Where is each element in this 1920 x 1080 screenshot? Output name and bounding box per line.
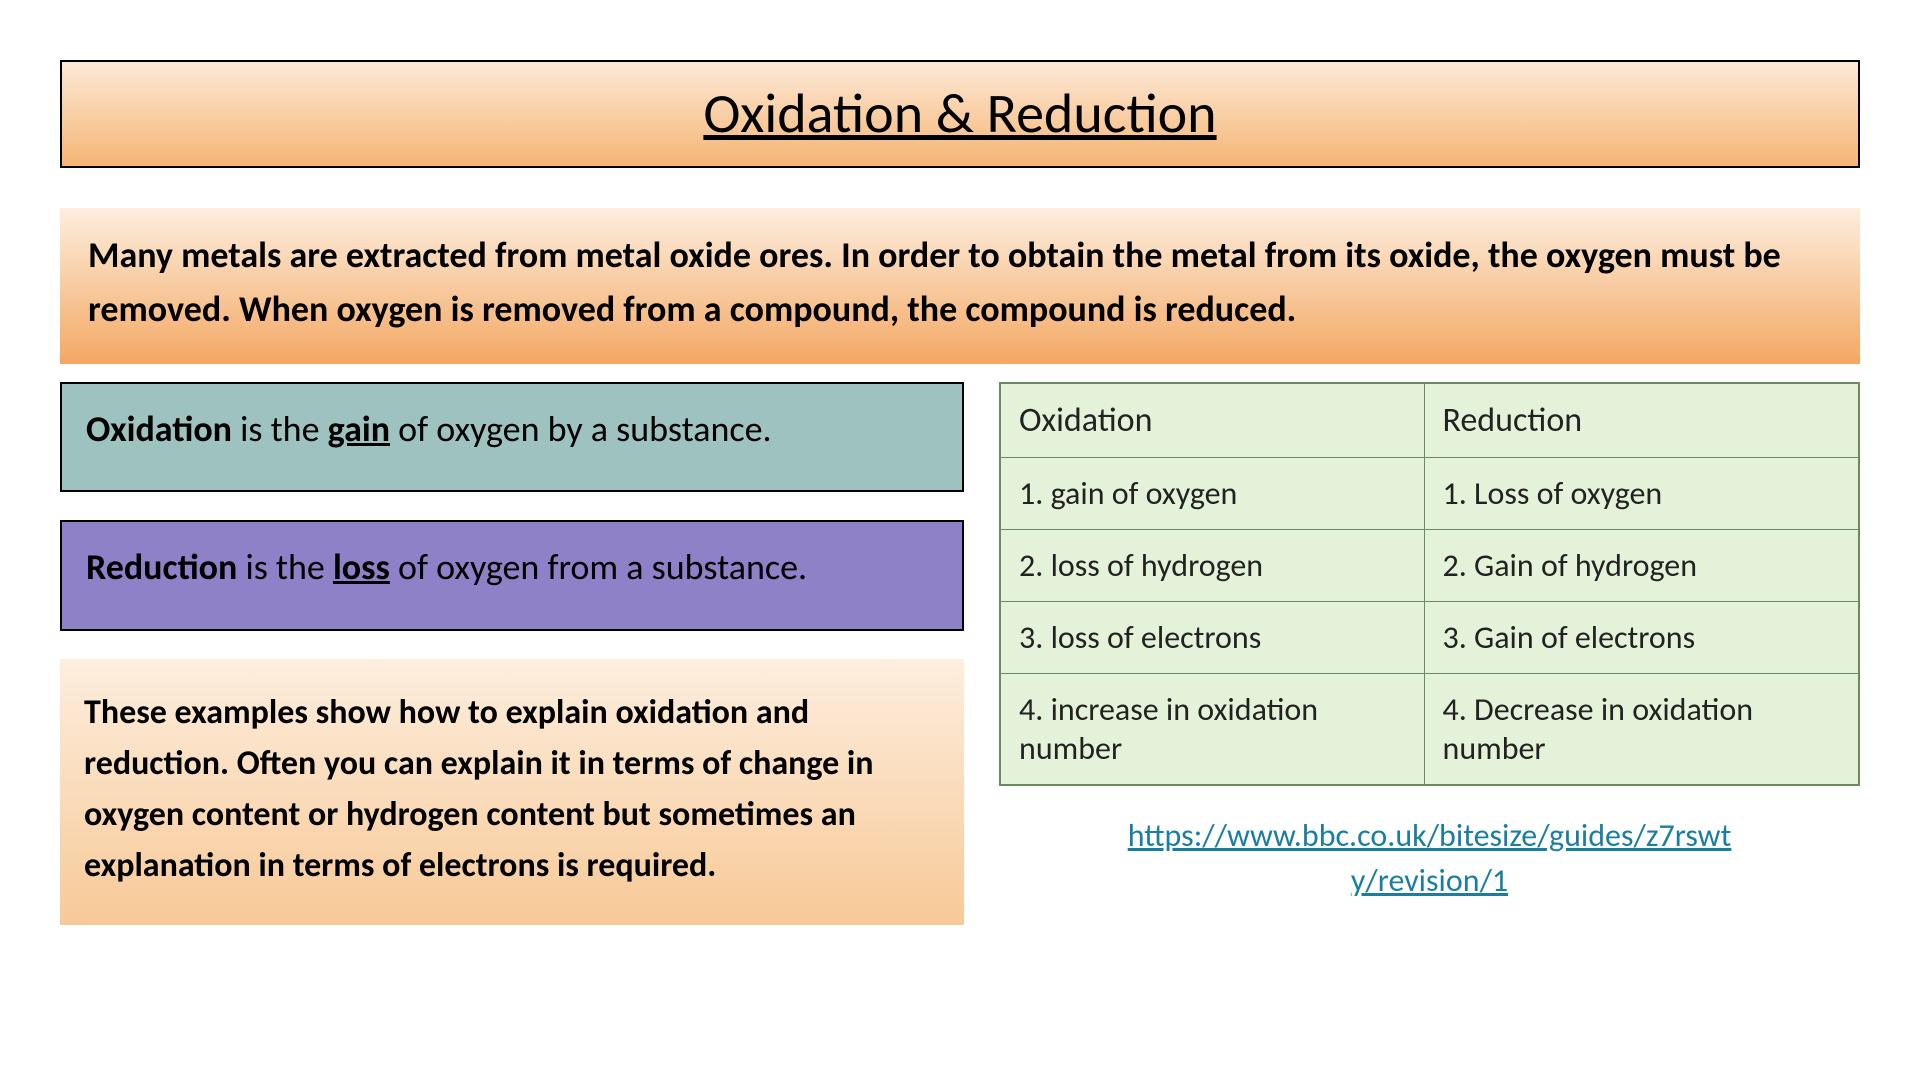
left-column: Oxidation is the gain of oxygen by a sub…	[60, 382, 964, 925]
reduction-definition-box: Reduction is the loss of oxygen from a s…	[60, 520, 964, 630]
intro-box: Many metals are extracted from metal oxi…	[60, 208, 1860, 364]
oxidation-mid1: is the	[232, 407, 328, 451]
table-header-reduction: Reduction	[1424, 383, 1859, 458]
examples-box: These examples show how to explain oxida…	[60, 659, 964, 925]
table-row: 3. loss of electrons 3. Gain of electron…	[1000, 602, 1859, 674]
table-header-row: Oxidation Reduction	[1000, 383, 1859, 458]
table-cell: 4. Decrease in oxidation number	[1424, 674, 1859, 786]
link-line2: y/revision/1	[1351, 861, 1508, 900]
table-cell: 2. loss of hydrogen	[1000, 530, 1424, 602]
intro-text: Many metals are extracted from metal oxi…	[88, 228, 1832, 336]
oxidation-definition-box: Oxidation is the gain of oxygen by a sub…	[60, 382, 964, 492]
comparison-table: Oxidation Reduction 1. gain of oxygen 1.…	[999, 382, 1860, 786]
examples-text: These examples show how to explain oxida…	[84, 687, 940, 891]
oxidation-keyword: gain	[328, 407, 390, 451]
right-column: Oxidation Reduction 1. gain of oxygen 1.…	[999, 382, 1860, 925]
oxidation-term: Oxidation	[86, 407, 232, 451]
table-header-oxidation: Oxidation	[1000, 383, 1424, 458]
table-cell: 3. loss of electrons	[1000, 602, 1424, 674]
table-cell: 2. Gain of hydrogen	[1424, 530, 1859, 602]
table-cell: 1. Loss of oxygen	[1424, 458, 1859, 530]
reduction-mid1: is the	[237, 545, 333, 589]
title-box: Oxidation & Reduction	[60, 60, 1860, 168]
reduction-keyword: loss	[333, 545, 390, 589]
table-row: 4. increase in oxidation number 4. Decre…	[1000, 674, 1859, 786]
reduction-mid2: of oxygen from a substance.	[390, 545, 807, 589]
table-cell: 4. increase in oxidation number	[1000, 674, 1424, 786]
link-block: https://www.bbc.co.uk/bitesize/guides/z7…	[999, 814, 1860, 904]
table-cell: 1. gain of oxygen	[1000, 458, 1424, 530]
table-cell: 3. Gain of electrons	[1424, 602, 1859, 674]
table-row: 1. gain of oxygen 1. Loss of oxygen	[1000, 458, 1859, 530]
reduction-term: Reduction	[86, 545, 237, 589]
reference-link[interactable]: https://www.bbc.co.uk/bitesize/guides/z7…	[1128, 816, 1732, 900]
table-row: 2. loss of hydrogen 2. Gain of hydrogen	[1000, 530, 1859, 602]
page-title: Oxidation & Reduction	[62, 80, 1858, 148]
link-line1: https://www.bbc.co.uk/bitesize/guides/z7…	[1128, 816, 1732, 855]
content-columns: Oxidation is the gain of oxygen by a sub…	[60, 382, 1860, 925]
oxidation-mid2: of oxygen by a substance.	[390, 407, 772, 451]
